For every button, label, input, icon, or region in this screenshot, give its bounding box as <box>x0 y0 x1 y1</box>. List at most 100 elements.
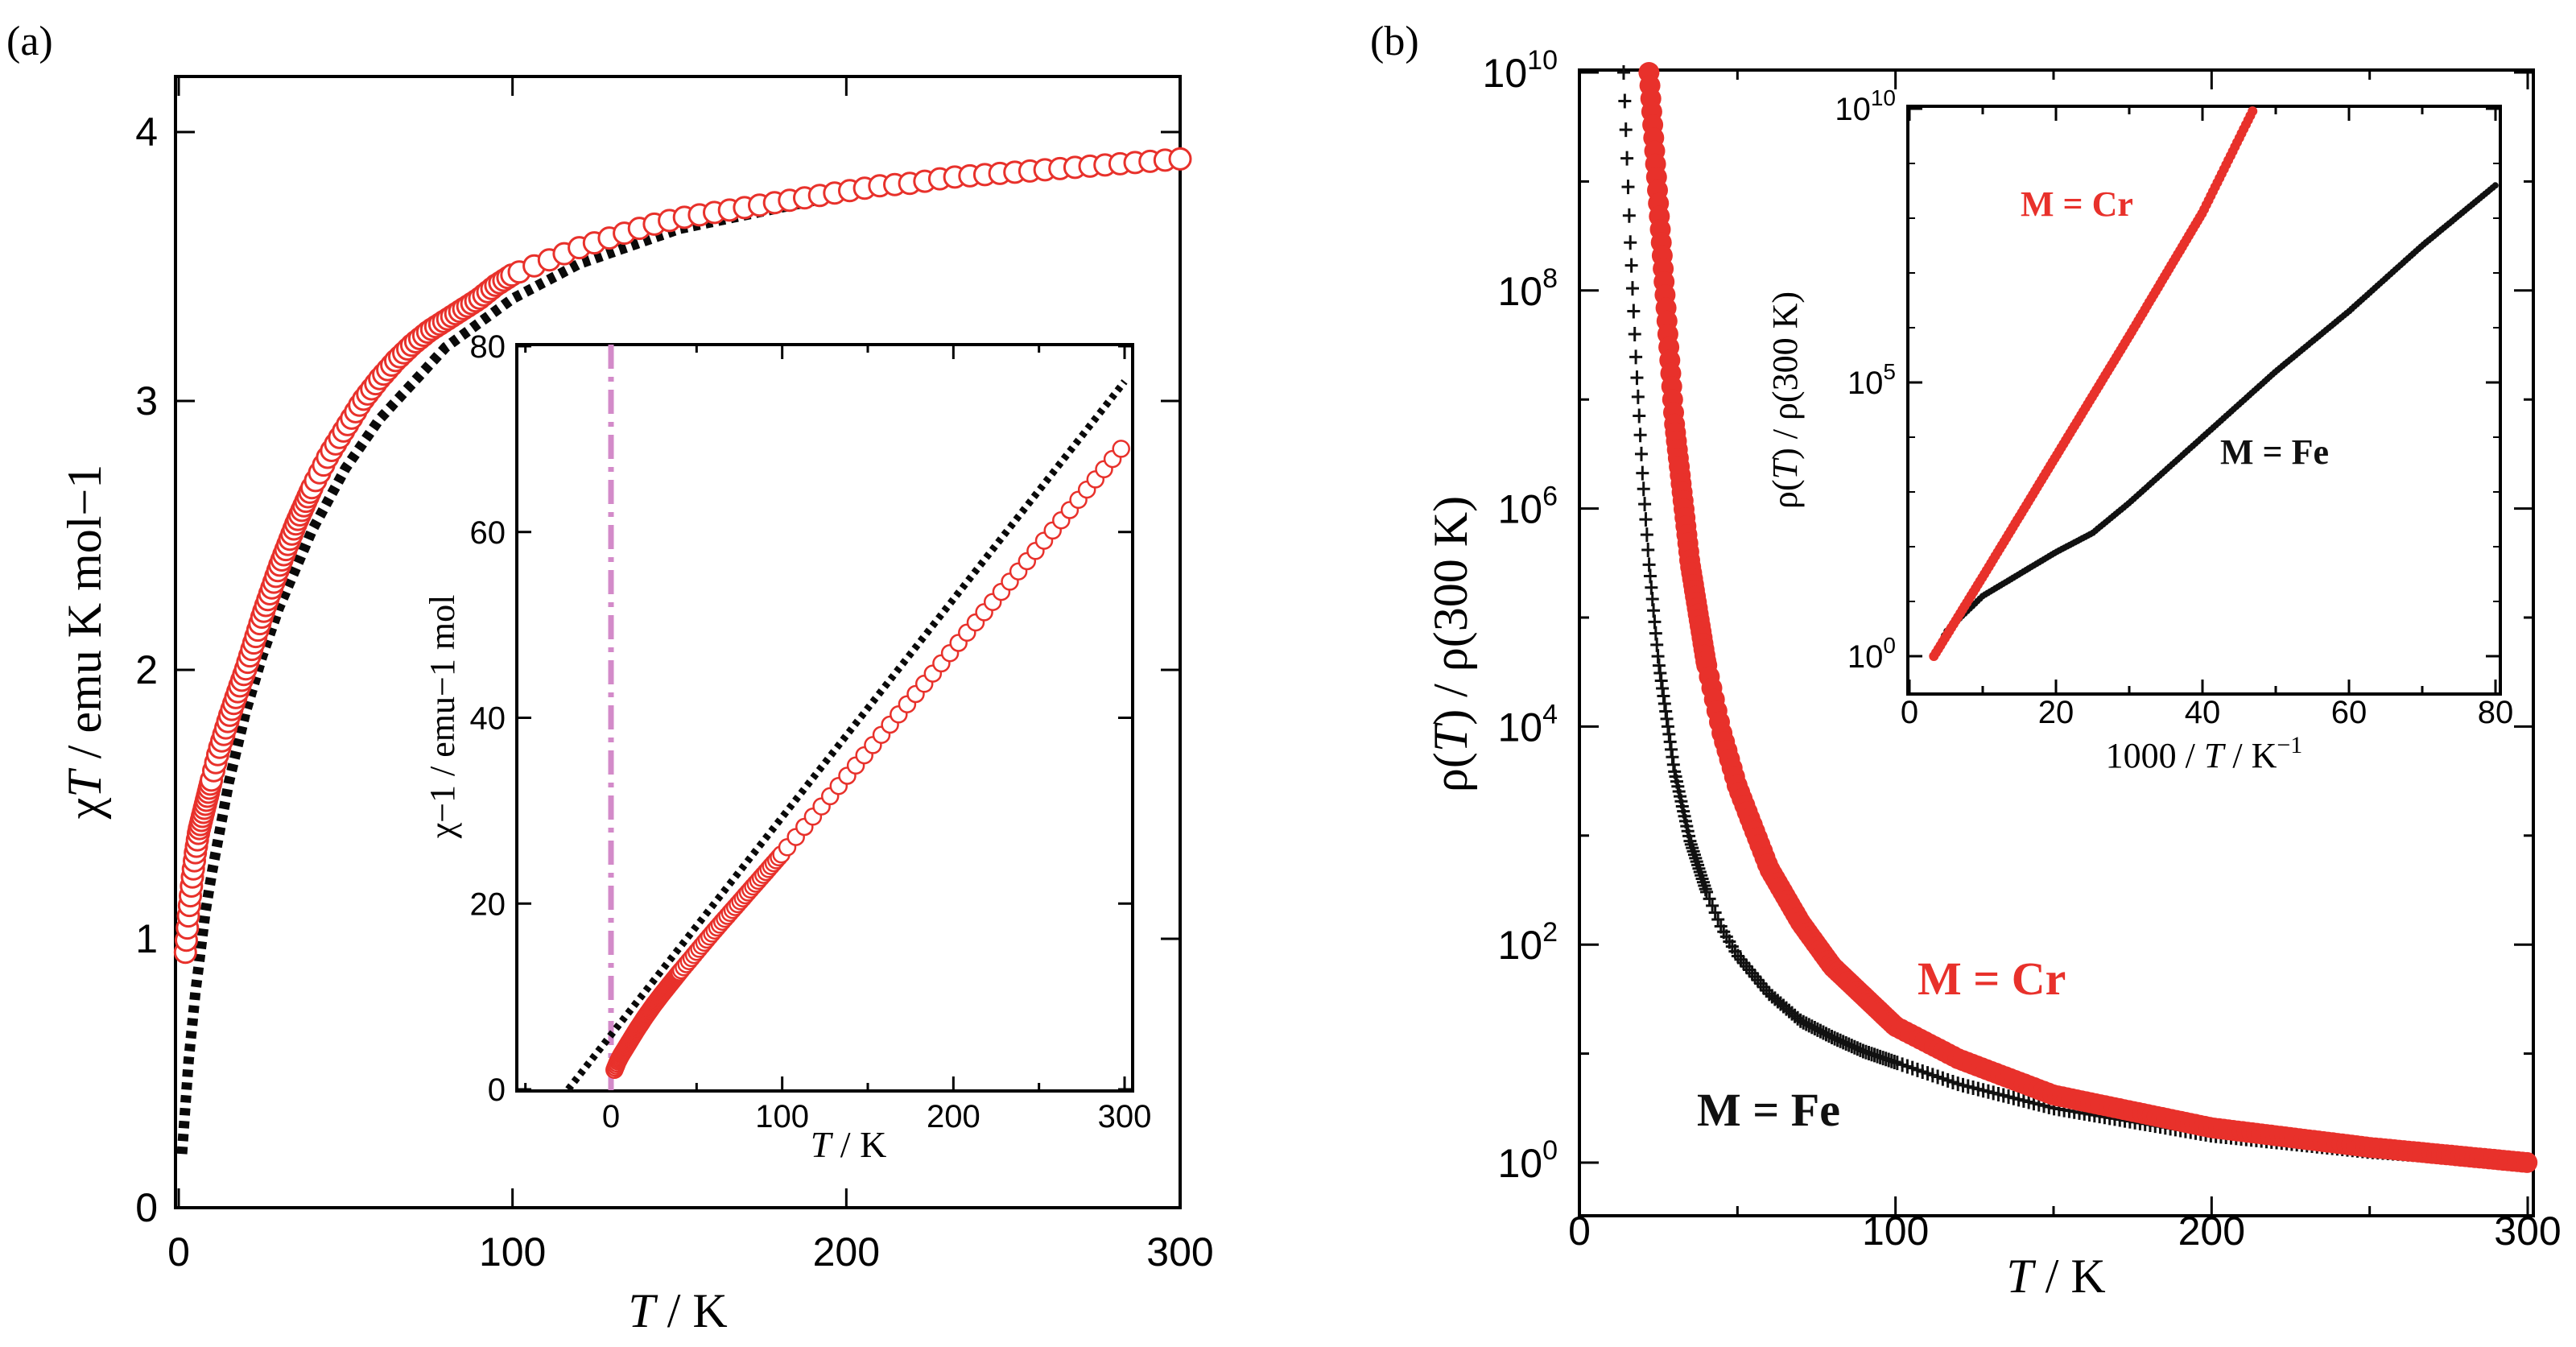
panel-a-frame <box>174 75 1182 1209</box>
bi-label-cr: M = Cr <box>2021 184 2133 224</box>
b-fe-point-6 <box>1624 235 1637 250</box>
b-fe-point-15 <box>1633 428 1647 443</box>
b-fe-point-110 <box>1799 1016 1813 1031</box>
panel-a: (a) 0 1 2 3 4 0 100 200 300 T / K χT / e… <box>6 19 1214 1337</box>
b-fe-point-112 <box>1805 1019 1818 1035</box>
b-xtick-label-0: 0 <box>1568 1209 1591 1254</box>
bi-label-fe: M = Fe <box>2220 432 2329 472</box>
b-fe-point-18 <box>1637 481 1650 497</box>
b-fe-point-19 <box>1638 497 1652 512</box>
ai-y-axis-title: χ−1 / emu−1 mol <box>423 595 462 840</box>
panel-b-frame <box>1578 68 2535 1217</box>
b-fe-point-7 <box>1624 258 1638 273</box>
b-fe-point-10 <box>1628 326 1641 341</box>
bi-xlabel-pre: 1000 / <box>2106 736 2204 775</box>
a-xlabel-italic: T <box>628 1284 658 1337</box>
b-ytick-label-0: 100 <box>1497 1135 1558 1186</box>
b-fe-point-121 <box>1831 1032 1844 1047</box>
ai-xtick-label-3: 300 <box>1098 1099 1152 1134</box>
b-fe-point-119 <box>1825 1029 1839 1044</box>
a-data-series <box>173 147 1192 965</box>
b-fe-point-22 <box>1641 543 1655 558</box>
a-data-point-171 <box>1168 147 1192 171</box>
b-fe-point-90 <box>1743 962 1757 977</box>
b-fe-point-92 <box>1748 969 1762 985</box>
b-fe-point-1 <box>1618 93 1632 109</box>
bi-ytick-label-2: 1010 <box>1835 85 1896 127</box>
bi-y-axis-title: ρ(T) / ρ(300 K) <box>1765 291 1805 509</box>
b-x-axis-title: T / K <box>2006 1250 2105 1303</box>
a-xtick-label-2: 200 <box>813 1229 880 1275</box>
b-inset-ytick-labels: 100 105 1010 <box>1835 85 1896 675</box>
b-fe-point-2 <box>1619 122 1633 138</box>
ai-xtick-label-0: 0 <box>602 1099 620 1134</box>
b-inset-xtick-labels: 0 20 40 60 80 <box>1901 695 2513 730</box>
b-fe-point-87 <box>1734 952 1748 967</box>
panel-a-ytick-labels: 0 1 2 3 4 <box>135 109 158 1230</box>
b-ytick-label-2: 104 <box>1497 699 1558 750</box>
b-ytick-label-4: 108 <box>1497 263 1558 314</box>
bi-ylabel-b: ) / ρ(300 K) <box>1765 291 1805 460</box>
b-xtick-label-3: 300 <box>2494 1209 2561 1254</box>
ai-xlabel-unit: / K <box>831 1124 886 1165</box>
b-inset-frame <box>1906 105 2502 696</box>
b-ylabel-a: ρ( <box>1424 752 1477 792</box>
ai-x-axis-title: T / K <box>811 1124 887 1165</box>
b-ytick-exp-1: 2 <box>1542 917 1558 948</box>
a-xtick-label-1: 100 <box>479 1229 546 1275</box>
b-series-cr <box>1638 62 2538 1173</box>
a-ytick-label-2: 2 <box>135 647 158 692</box>
bi-fe-point-219 <box>2491 182 2499 189</box>
b-fe-point-125 <box>1842 1037 1856 1052</box>
a-ylabel-italic: T <box>58 768 111 798</box>
panel-b-label: (b) <box>1370 19 1419 64</box>
ai-ytick-label-2: 40 <box>470 701 506 737</box>
a-x-axis-title: T / K <box>628 1284 727 1337</box>
b-fe-point-17 <box>1636 465 1649 481</box>
b-fe-point-89 <box>1740 959 1753 974</box>
b-fe-point-88 <box>1736 955 1750 970</box>
b-fe-point-95 <box>1757 979 1770 994</box>
b-fe-point-75 <box>1700 884 1714 899</box>
bi-cr-point-145 <box>2248 106 2258 117</box>
b-ytick-label-5: 1010 <box>1483 45 1558 96</box>
b-xtick-label-1: 100 <box>1862 1209 1929 1254</box>
ai-ytick-label-0: 0 <box>488 1072 506 1108</box>
a-ylabel-pre: χ <box>58 797 111 820</box>
a-inset-frame <box>515 343 1134 1093</box>
b-ytick-exp-0: 0 <box>1542 1135 1558 1166</box>
ai-ytick-label-4: 80 <box>470 329 506 365</box>
ai-data-point-156 <box>1112 440 1130 458</box>
b-label-fe: M = Fe <box>1697 1084 1840 1136</box>
b-fe-point-109 <box>1797 1014 1810 1030</box>
b-fe-point-122 <box>1834 1033 1847 1048</box>
a-ytick-label-3: 3 <box>135 378 158 424</box>
bi-xtick-label-0: 0 <box>1901 695 1918 730</box>
b-fe-point-118 <box>1823 1028 1836 1043</box>
panel-b-inset: 100 105 1010 0 20 40 60 80 1000 / T / K−… <box>1765 85 2513 775</box>
b-fe-point-93 <box>1751 973 1765 988</box>
b-fe-point-20 <box>1639 512 1653 527</box>
b-fe-point-4 <box>1621 180 1635 195</box>
ai-xlabel-italic: T <box>811 1124 834 1165</box>
a-ylabel-unit: / emu K mol−1 <box>58 465 111 771</box>
panel-b-ytick-labels: 100 102 104 106 108 1010 <box>1483 45 1558 1186</box>
b-fe-point-14 <box>1633 408 1646 424</box>
b-fe-point-91 <box>1745 965 1759 981</box>
b-fe-point-127 <box>1847 1039 1861 1055</box>
bi-xlabel-sup: −1 <box>2277 732 2302 758</box>
b-xtick-label-2: 200 <box>2178 1209 2245 1254</box>
bi-ytick-exp-0: 0 <box>1883 633 1896 658</box>
b-xlabel-unit: / K <box>2033 1250 2106 1303</box>
panel-a-xtick-labels: 0 100 200 300 <box>167 1229 1214 1275</box>
b-fe-point-120 <box>1828 1031 1842 1046</box>
bi-ytick-exp-1: 5 <box>1883 359 1896 384</box>
b-inset-ticks <box>1908 106 2500 694</box>
bi-xlabel-unit: / K <box>2223 736 2277 775</box>
b-fe-point-21 <box>1640 527 1653 543</box>
b-ytick-exp-2: 4 <box>1542 699 1558 729</box>
panel-b-xtick-labels: 0 100 200 300 <box>1568 1209 2562 1254</box>
b-fe-point-129 <box>1853 1042 1867 1057</box>
b-ytick-exp-4: 8 <box>1542 263 1558 294</box>
b-fe-point-113 <box>1808 1021 1822 1036</box>
